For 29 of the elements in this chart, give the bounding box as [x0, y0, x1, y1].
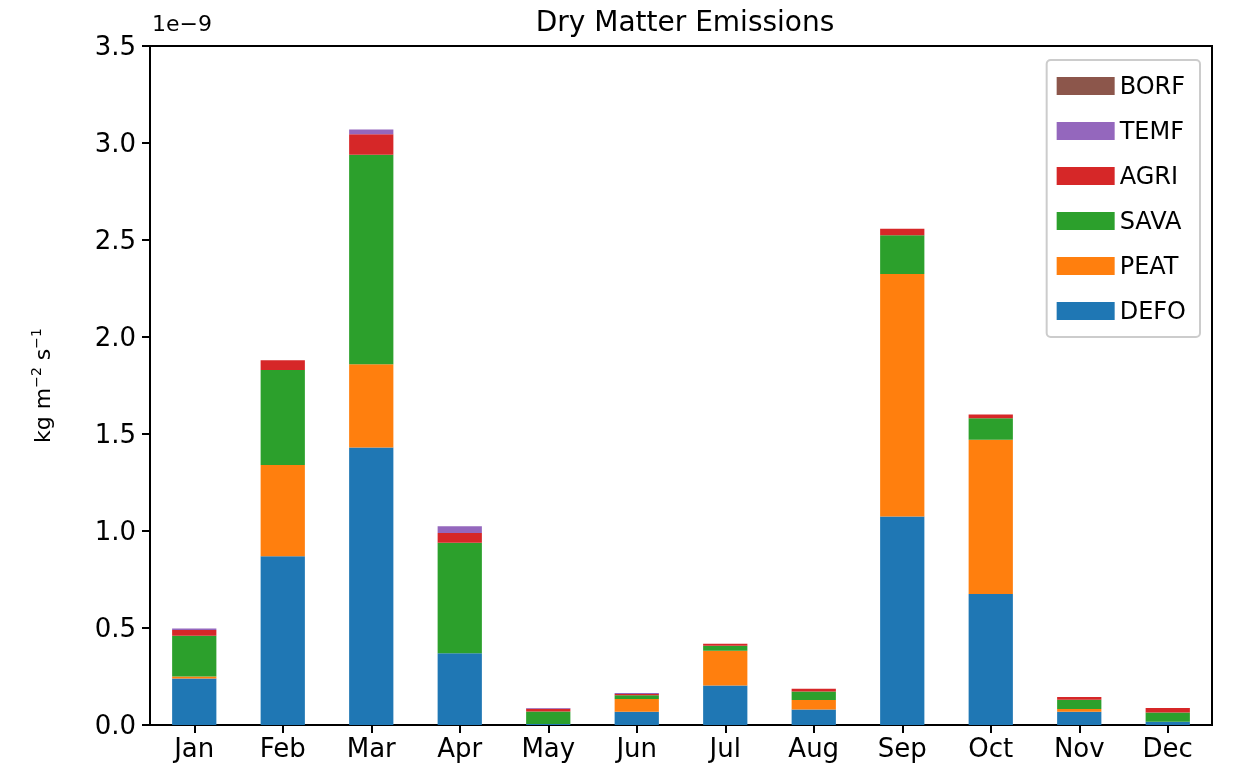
legend-label: AGRI	[1119, 162, 1179, 190]
y-axis-title: kg m−2 s−1	[28, 328, 55, 443]
y-tick-label: 2.0	[94, 322, 136, 352]
y-tick-label: 3.0	[94, 128, 136, 158]
y-tick-label: 1.5	[94, 419, 136, 449]
y-tick-label: 0.0	[94, 710, 136, 740]
x-tick-label: Apr	[437, 733, 483, 763]
legend-label: DEFO	[1119, 297, 1186, 325]
legend-label: BORF	[1119, 72, 1186, 100]
y-tick-label: 2.5	[94, 225, 136, 255]
legend-label: TEMF	[1118, 117, 1184, 145]
x-tick-label: Nov	[1053, 733, 1105, 763]
x-tick-label: Oct	[968, 733, 1014, 763]
x-tick-label: Dec	[1142, 733, 1193, 763]
y-tick-label: 0.5	[94, 613, 136, 643]
legend-label: PEAT	[1119, 252, 1179, 280]
x-tick-label: Feb	[259, 733, 306, 763]
x-tick-label: Sep	[877, 733, 927, 763]
x-tick-label: Jul	[707, 733, 741, 763]
y-tick-label: 3.5	[94, 31, 136, 61]
text: 1e−9	[152, 10, 212, 36]
x-tick-label: May	[521, 733, 576, 763]
chart-title: Dry Matter Emissions	[535, 4, 835, 38]
x-tick-label: Jun	[614, 733, 658, 763]
x-tick-label: Jan	[172, 733, 215, 763]
x-tick-label: Aug	[788, 733, 840, 763]
x-tick-label: Mar	[346, 733, 397, 763]
y-tick-label: 1.0	[94, 516, 136, 546]
legend-label: SAVA	[1119, 207, 1183, 235]
